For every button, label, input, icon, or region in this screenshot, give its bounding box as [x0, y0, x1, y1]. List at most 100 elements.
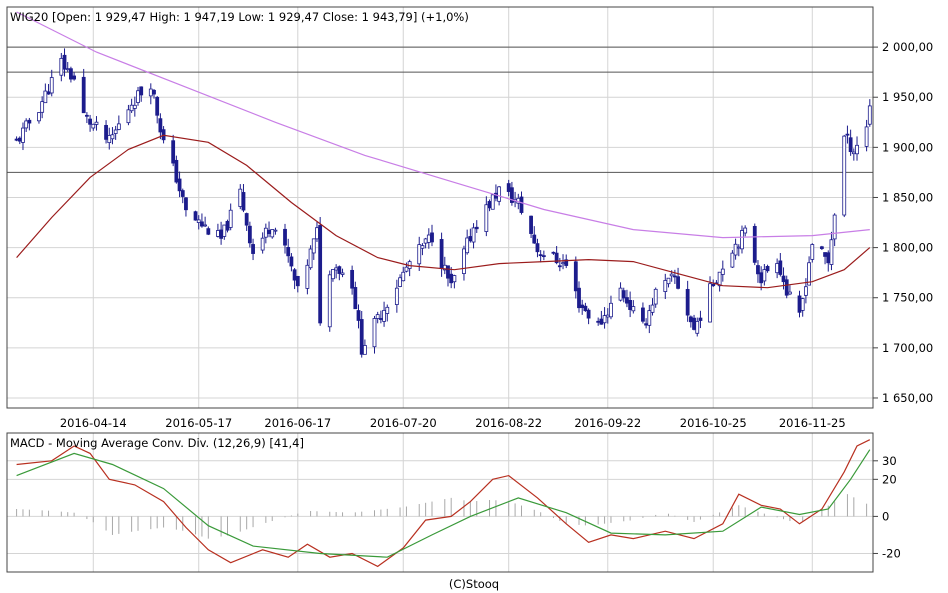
candle-body-2016-06-29: [334, 267, 339, 271]
candle-body-2016-09-02: [541, 255, 546, 258]
candle-body-2016-12-01: [829, 239, 834, 265]
candle-body-2016-07-04: [350, 269, 355, 289]
moving-average-long-line: [16, 11, 870, 239]
price-y-tick-label: 1 800,00: [882, 241, 933, 255]
candle-body-2016-11-22: [800, 298, 805, 311]
candle-body-2016-03-22: [17, 137, 22, 142]
candle-body-2016-05-13: [184, 197, 188, 211]
candle-body-2016-06-03: [251, 244, 255, 254]
candle-body-2016-03-25: [27, 119, 32, 124]
candle-body-2016-09-09: [564, 259, 569, 266]
price-y-tick-label: 1 700,00: [882, 341, 933, 355]
footer-credit: (C)Stooq: [449, 577, 499, 591]
candle-body-2016-10-12: [669, 273, 674, 277]
candle-body-2016-07-25: [417, 244, 422, 265]
candle-body-2016-04-11: [81, 76, 86, 114]
macd-signal-line: [16, 449, 871, 558]
candle-body-2016-08-16: [487, 201, 492, 209]
candle-body-2016-10-05: [647, 310, 652, 326]
candle-body-2016-06-14: [286, 247, 291, 257]
candle-body-2016-09-07: [557, 265, 562, 268]
candle-body-2016-08-19: [497, 186, 502, 202]
macd-histogram: [16, 494, 868, 539]
candle-body-2016-10-11: [666, 277, 671, 285]
candle-body-2016-06-09: [270, 229, 275, 238]
candle-body-2016-04-29: [139, 86, 144, 96]
candle-body-2016-06-28: [331, 269, 335, 280]
candle-body-2016-05-17: [196, 219, 201, 223]
candle-body-2016-12-08: [851, 151, 856, 155]
candle-body-2016-06-16: [292, 269, 297, 281]
candle-body-2016-05-24: [219, 229, 224, 239]
candle-body-2016-12-12: [864, 126, 869, 147]
candle-body-2016-03-28: [37, 112, 41, 122]
candle-body-2016-07-28: [426, 234, 431, 243]
candle-body-2016-08-03: [446, 265, 450, 279]
candle-body-2016-07-05: [353, 287, 358, 310]
candle-body-2016-08-15: [484, 204, 489, 232]
price-panel-frame: [6, 6, 874, 409]
candle-body-2016-05-03: [152, 89, 156, 95]
candle-body-2016-06-22: [311, 238, 316, 254]
candle-body-2016-05-20: [206, 228, 211, 235]
x-tick-label: 2016-04-14: [60, 416, 127, 430]
candle-body-2016-08-04: [449, 273, 454, 284]
candle-body-2016-09-06: [554, 252, 559, 264]
candle-body-2016-07-15: [385, 306, 390, 314]
candle-body-2016-05-30: [238, 188, 243, 207]
macd-y-tick-label: 0: [882, 509, 889, 523]
candle-body-2016-08-29: [529, 215, 533, 234]
candle-body-2016-08-26: [519, 196, 524, 213]
candle-body-2016-05-10: [174, 159, 179, 183]
candle-body-2016-11-30: [826, 252, 831, 264]
candle-body-2016-09-14: [580, 304, 585, 308]
candle-body-2016-10-25: [711, 283, 716, 287]
candle-body-2016-11-07: [752, 226, 757, 263]
candle-body-2016-09-29: [628, 300, 633, 310]
candle-body-2016-12-09: [855, 144, 859, 155]
candle-body-2016-10-17: [685, 288, 690, 316]
candle-body-2016-07-21: [404, 266, 409, 272]
candle-body-2016-04-26: [129, 104, 134, 112]
candle-body-2016-11-01: [733, 243, 738, 256]
candle-body-2016-11-16: [781, 275, 786, 283]
candle-body-2016-07-26: [420, 245, 425, 249]
macd-grid: [7, 433, 873, 572]
candle-body-2016-05-04: [155, 96, 160, 116]
candle-body-2016-05-18: [200, 221, 204, 227]
moving-average-short-line: [16, 134, 871, 289]
candle-body-2016-08-31: [535, 243, 540, 253]
candle-body-2016-10-27: [717, 271, 722, 287]
candle-body-2016-05-26: [225, 220, 230, 231]
x-tick-label: 2016-06-17: [264, 416, 331, 430]
candle-body-2016-08-12: [474, 226, 479, 230]
candle-body-2016-04-22: [116, 123, 121, 130]
candle-body-2016-07-14: [382, 309, 386, 322]
candle-body-2016-04-15: [94, 121, 99, 125]
candle-body-2016-09-21: [602, 315, 607, 324]
price-y-tick-label: 1 900,00: [882, 140, 933, 154]
candle-body-2016-10-14: [676, 276, 680, 289]
macd-y-tick-label: -20: [882, 546, 901, 560]
candle-body-2016-11-21: [797, 295, 802, 313]
candle-body-2016-04-04: [59, 57, 64, 76]
candle-body-2016-04-21: [113, 129, 118, 134]
candle-body-2016-09-30: [631, 306, 636, 312]
candle-body-2016-05-11: [177, 178, 182, 192]
candle-body-2016-06-21: [308, 248, 313, 269]
x-tick-label: 2016-10-25: [680, 416, 747, 430]
candle-body-2016-03-30: [43, 90, 48, 104]
price-y-tick-label: 1 850,00: [882, 190, 933, 204]
candle-body-2016-07-11: [372, 318, 377, 348]
candle-body-2016-04-27: [132, 104, 137, 109]
candle-body-2016-09-12: [573, 261, 578, 292]
candle-body-2016-07-13: [378, 318, 383, 320]
candle-body-2016-12-05: [842, 135, 847, 216]
candle-body-2016-07-29: [430, 232, 434, 243]
candle-body-2016-08-10: [468, 236, 473, 242]
candle-body-2016-11-15: [778, 260, 783, 275]
candle-body-2016-11-23: [803, 286, 808, 296]
candle-body-2016-07-19: [398, 277, 402, 287]
price-y-tick-label: 1 950,00: [882, 90, 933, 104]
candle-body-2016-09-08: [561, 262, 565, 265]
